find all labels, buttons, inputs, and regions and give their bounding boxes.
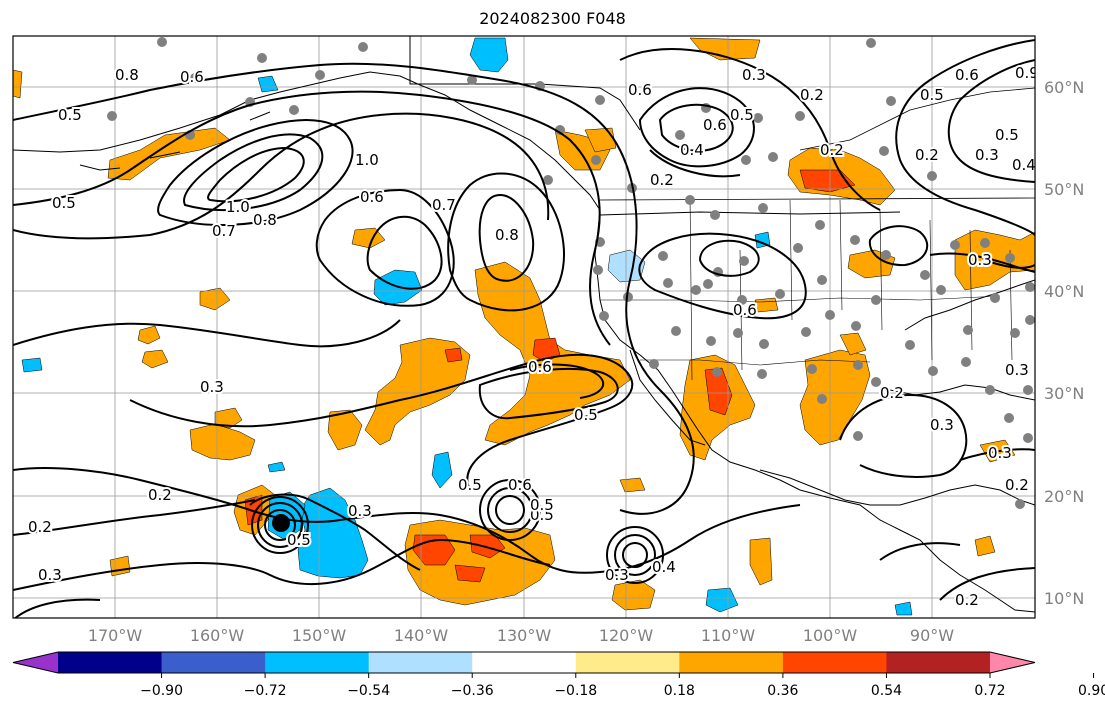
contour-label: 0.8	[115, 66, 139, 84]
colorbar-extend-low	[13, 652, 58, 673]
contour-label: 0.3	[975, 146, 999, 164]
contour-label: 0.6	[180, 68, 204, 86]
contour-label: 0.2	[1005, 476, 1029, 494]
lon-label: 110°W	[700, 626, 756, 645]
chart-title: 2024082300 F048	[479, 9, 626, 28]
station-dots	[107, 37, 1035, 509]
colorbar-tick-label: 0.18	[663, 683, 695, 699]
contour-lines	[13, 39, 1035, 618]
colorbar-extend-high	[990, 652, 1035, 673]
colorbar-segment	[472, 652, 577, 673]
contour-label: 0.5	[458, 476, 482, 494]
colorbar-segment	[886, 652, 991, 673]
contour-label: 0.5	[530, 496, 554, 514]
colorbar-tick-label: −0.72	[243, 683, 287, 699]
contour-label: 0.5	[52, 194, 76, 212]
contour-label: 0.3	[38, 566, 62, 584]
lat-label: 20°N	[1044, 487, 1085, 506]
contour-label: 0.6	[703, 116, 727, 134]
contour-label: 0.4	[680, 141, 704, 159]
colorbar-segment	[58, 652, 163, 673]
lon-label: 100°W	[802, 626, 858, 645]
colorbar-tick-label: −0.90	[140, 683, 183, 699]
colorbar-segment	[575, 652, 680, 673]
contour-label: 0.6	[733, 301, 757, 319]
lat-label: 50°N	[1044, 180, 1085, 199]
lon-label: 120°W	[598, 626, 654, 645]
contour-label: 0.3	[930, 416, 954, 434]
colorbar-segment	[265, 652, 370, 673]
lat-label: 30°N	[1044, 384, 1085, 403]
contour-label: 0.5	[574, 406, 598, 424]
contour-label: 0.3	[968, 251, 992, 269]
contour-label: 0.6	[528, 358, 552, 376]
contour-label: 1.0	[226, 198, 250, 216]
contour-label: 0.5	[287, 531, 311, 549]
contour-label: 0.3	[1005, 361, 1029, 379]
contour-labels: 0.8 0.6 0.5 0.5 1.0 1.0 0.8 0.7 0.6 0.7 …	[26, 62, 1039, 611]
colorbar-tick-label: 0.90	[1077, 683, 1105, 699]
colorbar-tick-label: 0.36	[767, 683, 799, 699]
colorbar-segment	[368, 652, 473, 673]
lon-label: 140°W	[393, 626, 449, 645]
contour-label: 0.5	[530, 506, 554, 524]
contour-label: 0.3	[348, 502, 372, 520]
contour-label: 0.2	[880, 384, 904, 402]
lat-label: 60°N	[1044, 78, 1085, 97]
contour-label: 0.2	[800, 86, 824, 104]
lon-label: 160°W	[189, 626, 245, 645]
contour-label: 0.6	[508, 476, 532, 494]
contour-label: 0.6	[360, 188, 384, 206]
colorbar-tick-label: −0.18	[554, 683, 598, 699]
colorbar-tick-label: −0.36	[450, 683, 494, 699]
lon-label: 170°W	[87, 626, 143, 645]
lon-label: 90°W	[909, 626, 955, 645]
contour-label: 0.4	[652, 558, 676, 576]
colorbar-segment	[679, 652, 784, 673]
contour-label: 0.2	[148, 486, 172, 504]
contour-label: 0.3	[605, 566, 629, 584]
contour-label: 0.6	[955, 66, 979, 84]
contour-label: 0.4	[1012, 156, 1036, 174]
contour-label: 0.7	[212, 222, 236, 240]
colorbar-segment	[161, 652, 266, 673]
contour-label: 0.2	[955, 591, 979, 609]
storm-center-marker	[272, 514, 290, 532]
lat-label: 10°N	[1044, 589, 1085, 608]
lon-label: 150°W	[291, 626, 347, 645]
contour-label: 0.2	[28, 518, 52, 536]
contour-label: 0.6	[628, 81, 652, 99]
contour-label: 1.0	[355, 151, 379, 169]
contour-label: 0.2	[915, 146, 939, 164]
contour-label: 0.5	[58, 106, 82, 124]
contour-label: 0.3	[742, 66, 766, 84]
contour-label: 0.3	[200, 378, 224, 396]
colorbar	[12, 651, 1095, 678]
colorbar-tick-label: 0.72	[974, 683, 1006, 699]
contour-label: 0.5	[995, 126, 1019, 144]
contour-label: 0.8	[253, 211, 277, 229]
contour-label: 0.2	[820, 141, 844, 159]
colorbar-segment	[782, 652, 887, 673]
contour-label: 0.2	[650, 171, 674, 189]
contour-label: 0.9	[1015, 64, 1039, 82]
colorbar-outline	[12, 651, 1036, 674]
lat-label: 40°N	[1044, 282, 1085, 301]
colorbar-tick-label: 0.54	[870, 683, 903, 699]
contour-label: 0.5	[730, 106, 754, 124]
map-frame	[12, 35, 1036, 619]
colorbar-tick-label: −0.54	[347, 683, 391, 699]
contour-label: 0.5	[920, 86, 944, 104]
contour-label: 0.3	[988, 444, 1012, 462]
contour-label: 0.8	[495, 226, 519, 244]
contour-label: 0.7	[432, 196, 456, 214]
lon-label: 130°W	[496, 626, 552, 645]
